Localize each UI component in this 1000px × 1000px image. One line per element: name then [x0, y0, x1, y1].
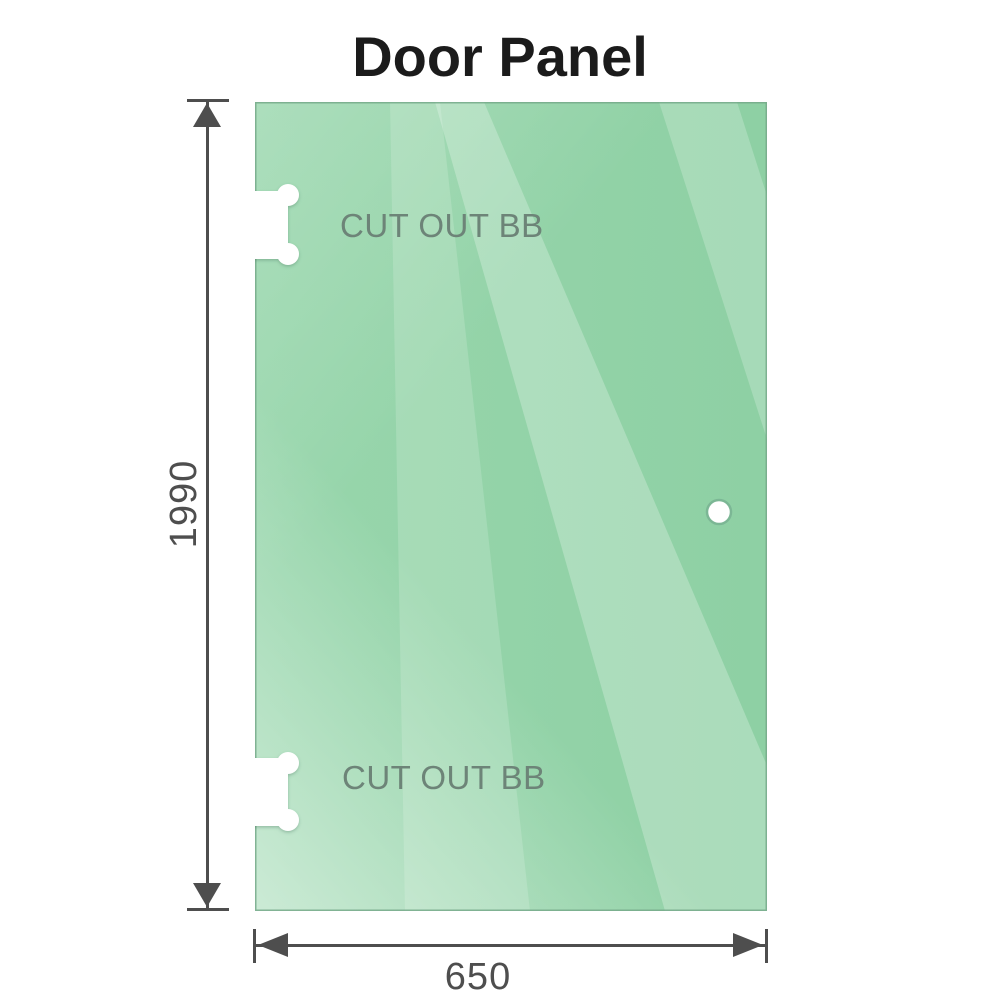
width-dim-line	[256, 944, 766, 947]
arrow-right-icon	[733, 933, 763, 957]
arrow-up-icon	[193, 103, 221, 127]
width-dim-cap-left	[253, 929, 256, 963]
width-dimension-label: 650	[444, 956, 512, 998]
arrow-down-icon	[193, 883, 221, 907]
arrow-left-icon	[258, 933, 288, 957]
width-dim-cap-right	[765, 929, 768, 963]
bottom-hinge-cutout	[255, 752, 299, 831]
glass-border	[255, 102, 767, 911]
glass-corner-sheen	[255, 102, 767, 911]
top-hinge-cutout	[255, 184, 299, 265]
height-dimension-label: 1990	[163, 459, 205, 549]
height-dim-cap-top	[187, 99, 229, 102]
height-dim-line	[206, 101, 209, 910]
glass-panel	[255, 102, 767, 911]
bottom-cutout-label: CUT OUT BB	[342, 759, 546, 796]
height-dim-cap-bottom	[187, 908, 229, 911]
page-title: Door Panel	[352, 25, 648, 88]
handle-hole	[705, 498, 733, 526]
top-cutout-label: CUT OUT BB	[340, 207, 544, 244]
